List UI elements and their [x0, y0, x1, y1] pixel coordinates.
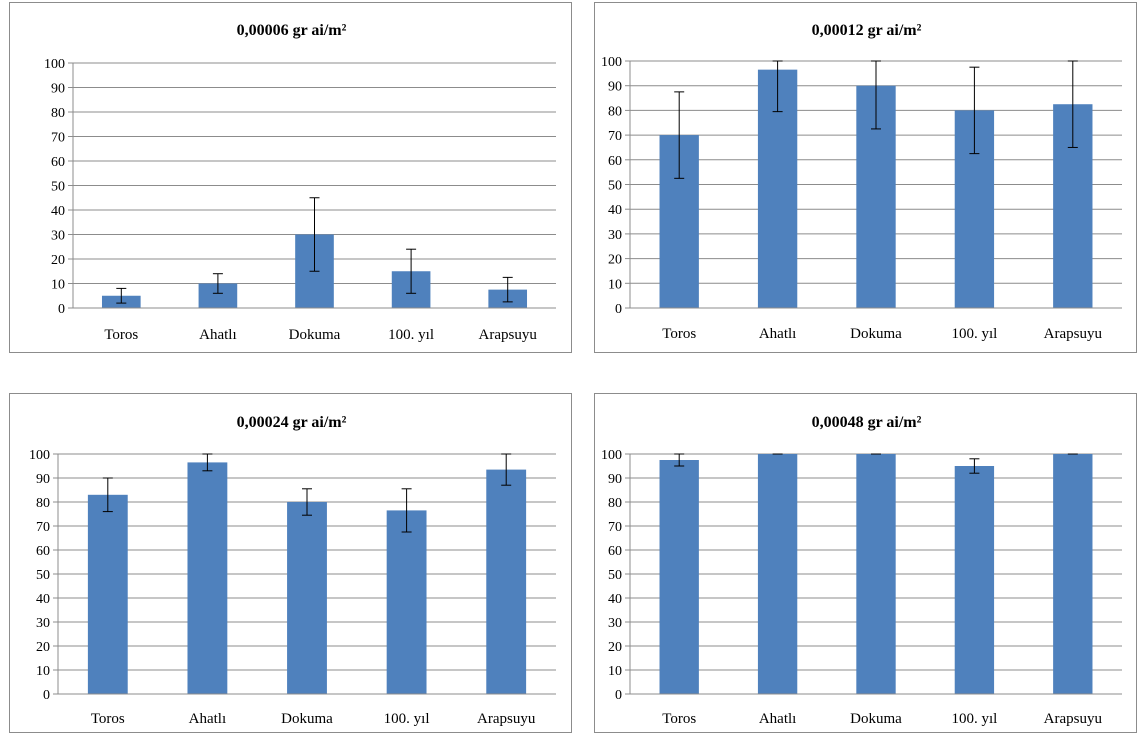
- x-category-label: Arapsuyu: [477, 711, 536, 727]
- y-tick-label: 80: [608, 104, 622, 119]
- y-tick-label: 40: [608, 203, 622, 218]
- x-category-label: Toros: [662, 326, 696, 342]
- bar: [87, 494, 128, 694]
- x-category-label: Ahatlı: [759, 711, 797, 727]
- x-category-label: Toros: [662, 711, 696, 727]
- y-tick-label: 100: [601, 448, 622, 463]
- y-tick-label: 40: [36, 592, 50, 607]
- y-tick-label: 20: [608, 253, 622, 268]
- x-category-label: Dokuma: [850, 711, 902, 727]
- chart-panel-1: 0,00006 gr ai/m² 0 10 20 30 40 50 60 70 80 90 100 To…: [9, 2, 572, 353]
- y-tick-label: 60: [608, 154, 622, 169]
- y-tick-label: 50: [36, 568, 50, 583]
- y-tick-label: 40: [608, 592, 622, 607]
- y-tick-label: 90: [36, 472, 50, 487]
- bar: [486, 469, 527, 694]
- y-tick-label: 30: [36, 616, 50, 631]
- x-category-label: Arapsuyu: [1044, 711, 1103, 727]
- y-tick-label: 20: [51, 253, 65, 268]
- bar: [954, 466, 995, 694]
- y-tick-label: 0: [615, 688, 622, 703]
- y-tick-label: 60: [51, 155, 65, 170]
- y-tick-label: 90: [608, 472, 622, 487]
- y-tick-label: 10: [36, 664, 50, 679]
- x-category-label: Arapsuyu: [1044, 326, 1103, 342]
- bar: [757, 454, 798, 694]
- y-tick-label: 50: [608, 568, 622, 583]
- chart-panel-2: 0,00012 gr ai/m² 0 10 20 30 40 50 60 70 80 90 100 To…: [594, 2, 1137, 353]
- y-tick-label: 10: [608, 277, 622, 292]
- y-tick-label: 100: [29, 448, 50, 463]
- y-tick-label: 20: [36, 640, 50, 655]
- bar-chart-1: 0,00006 gr ai/m² 0 10 20 30 40 50 60 70 80 90 100 To…: [44, 22, 556, 343]
- bar-chart-4: 0,00048 gr ai/m² 0 10 20 30 40 50 60 70 80 90 100 To…: [601, 414, 1122, 727]
- x-category-label: 100. yıl: [951, 711, 997, 727]
- y-tick-label: 80: [51, 106, 65, 121]
- y-tick-label: 90: [608, 80, 622, 95]
- y-tick-label: 20: [608, 640, 622, 655]
- bar: [1053, 454, 1093, 694]
- x-category-label: Dokuma: [850, 326, 902, 342]
- bar: [659, 460, 699, 694]
- y-tick-label: 10: [608, 664, 622, 679]
- x-category-label: Dokuma: [289, 327, 341, 343]
- y-tick-label: 30: [608, 616, 622, 631]
- x-category-label: Arapsuyu: [479, 327, 538, 343]
- x-category-label: Dokuma: [281, 711, 333, 727]
- y-tick-label: 30: [608, 228, 622, 243]
- x-category-label: Ahatlı: [759, 326, 797, 342]
- y-tick-label: 80: [36, 496, 50, 511]
- chart-title: 0,00048 gr ai/m²: [812, 414, 922, 431]
- y-tick-label: 40: [51, 204, 65, 219]
- x-category-label: Ahatlı: [189, 711, 227, 727]
- y-tick-label: 90: [51, 82, 65, 97]
- x-category-label: Toros: [91, 711, 125, 727]
- chart-title: 0,00006 gr ai/m²: [237, 22, 347, 39]
- bar: [287, 502, 327, 694]
- y-tick-label: 30: [51, 229, 65, 244]
- chart-title: 0,00024 gr ai/m²: [237, 414, 347, 431]
- chart-panel-3: 0,00024 gr ai/m² 0 10 20 30 40 50 60 70 80 90 100 To…: [9, 393, 572, 733]
- y-tick-label: 0: [58, 302, 65, 317]
- y-tick-label: 0: [615, 302, 622, 317]
- y-tick-label: 0: [43, 688, 50, 703]
- x-category-label: 100. yıl: [951, 326, 997, 342]
- y-tick-label: 60: [608, 544, 622, 559]
- y-tick-label: 100: [44, 57, 65, 72]
- y-tick-label: 10: [51, 278, 65, 293]
- bar: [386, 510, 427, 694]
- x-category-label: Ahatlı: [199, 327, 237, 343]
- y-tick-label: 70: [51, 131, 65, 146]
- y-tick-label: 80: [608, 496, 622, 511]
- y-tick-label: 100: [601, 55, 622, 70]
- bar-chart-3: 0,00024 gr ai/m² 0 10 20 30 40 50 60 70 80 90 100 To…: [29, 414, 556, 727]
- y-tick-label: 50: [51, 180, 65, 195]
- chart-title: 0,00012 gr ai/m²: [812, 22, 922, 39]
- y-tick-label: 70: [608, 520, 622, 535]
- bar: [187, 462, 228, 694]
- bar-chart-2: 0,00012 gr ai/m² 0 10 20 30 40 50 60 70 80 90 100 To…: [601, 22, 1122, 342]
- x-category-label: 100. yıl: [388, 327, 434, 343]
- x-category-label: 100. yıl: [384, 711, 430, 727]
- y-tick-label: 50: [608, 179, 622, 194]
- chart-panel-4: 0,00048 gr ai/m² 0 10 20 30 40 50 60 70 80 90 100 To…: [594, 393, 1137, 733]
- y-tick-label: 70: [36, 520, 50, 535]
- y-tick-label: 60: [36, 544, 50, 559]
- y-tick-label: 70: [608, 129, 622, 144]
- bar: [856, 454, 896, 694]
- x-category-label: Toros: [104, 327, 138, 343]
